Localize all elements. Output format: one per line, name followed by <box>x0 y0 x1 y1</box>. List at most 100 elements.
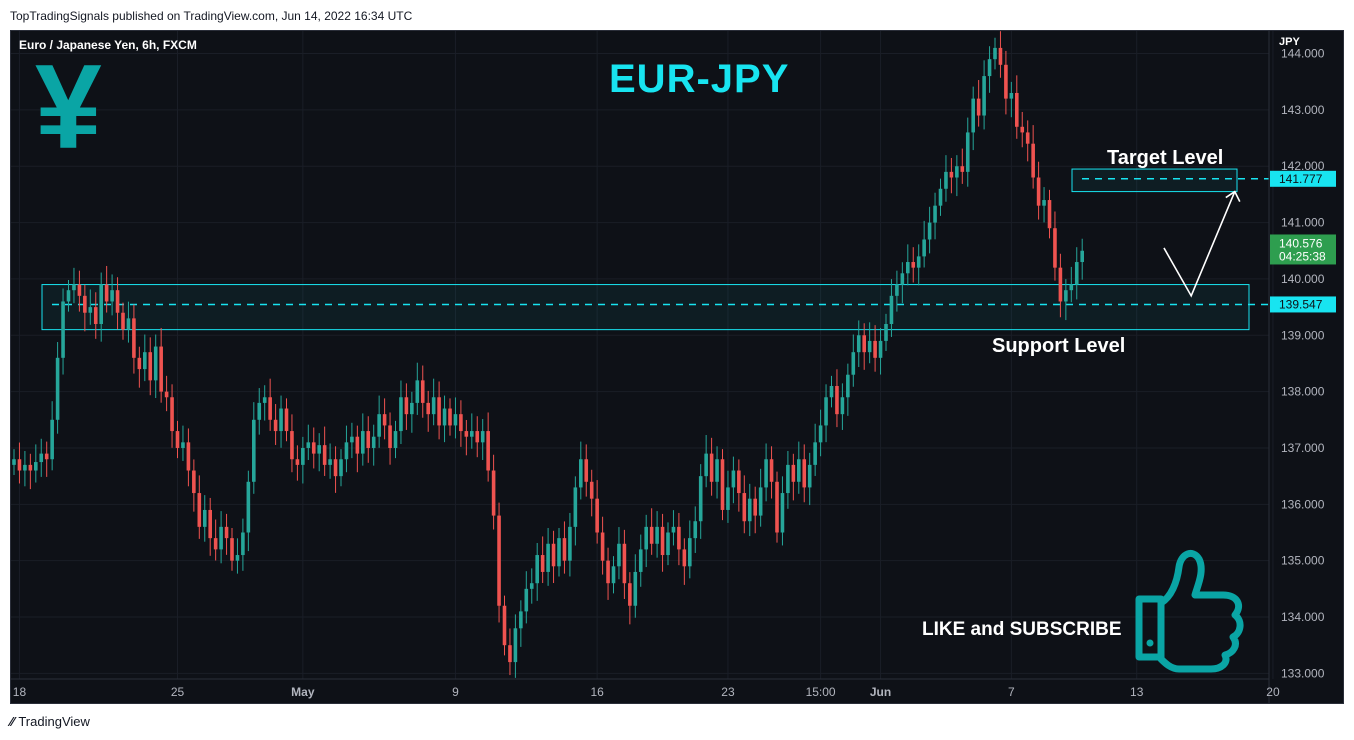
candle-down <box>388 425 392 448</box>
candle-down <box>230 538 234 561</box>
axis-unit-label: JPY <box>1279 36 1300 48</box>
projection-arrowhead <box>1225 190 1241 202</box>
candle-up <box>519 611 523 629</box>
chart-title: EUR-JPY <box>609 57 790 101</box>
candle-up <box>410 402 414 415</box>
candle-up <box>856 335 861 353</box>
candle-up <box>715 459 719 482</box>
candle-up <box>72 284 76 291</box>
chart-frame[interactable]: JPY 133.000 134.000 135.000 136.000 137.000 13… <box>10 30 1344 704</box>
brand-label: TradingView <box>18 714 90 729</box>
candle-up <box>568 526 572 561</box>
candle-up <box>726 487 730 510</box>
last-price-tag <box>1270 234 1336 265</box>
candle-down <box>93 307 98 325</box>
candle-down <box>802 459 807 488</box>
candle-up <box>916 256 921 268</box>
candle-down <box>448 408 452 426</box>
candle-up <box>971 98 975 133</box>
candle-up <box>655 526 659 544</box>
candle-up <box>698 476 703 522</box>
y-tick-label: 144.000 <box>1281 47 1325 61</box>
candle-down <box>164 391 169 398</box>
candle-up <box>99 284 103 325</box>
candle-down <box>311 442 316 454</box>
candle-up <box>153 346 158 381</box>
candle-up <box>829 385 834 398</box>
candle-down <box>1053 228 1057 268</box>
candle-up <box>34 462 38 471</box>
candle-up <box>704 453 708 477</box>
candle-down <box>475 431 480 443</box>
candle-down <box>197 493 202 527</box>
candle-down <box>382 414 387 426</box>
price-chart[interactable]: JPY 133.000 134.000 135.000 136.000 137.000 13… <box>11 31 1343 703</box>
candle-down <box>77 284 82 296</box>
tradingview-logo-icon[interactable]: ⁄⁄ TradingView <box>10 714 90 729</box>
candle-down <box>175 431 180 448</box>
candle-down <box>459 414 463 432</box>
candle-up <box>1064 290 1068 302</box>
candle-down <box>426 402 430 415</box>
x-tick-label: 7 <box>1008 685 1015 699</box>
target-zone <box>1071 168 1238 193</box>
support-level-label: Support Level <box>992 335 1126 357</box>
candle-up <box>579 459 583 488</box>
x-tick-label: Jun <box>870 685 891 699</box>
candle-down <box>589 481 594 499</box>
candle-up <box>393 431 398 448</box>
candle-down <box>273 419 278 432</box>
candle-up <box>758 487 763 516</box>
level-zones <box>41 168 1269 331</box>
candle-down <box>508 645 512 663</box>
candle-up <box>638 549 643 572</box>
candle-up <box>453 414 458 426</box>
candle-down <box>170 397 174 432</box>
candle-down <box>121 312 125 330</box>
x-tick-label: 13 <box>1130 685 1144 699</box>
published-note: TopTradingSignals published on TradingVi… <box>10 9 413 23</box>
x-tick-label: 20 <box>1266 685 1280 699</box>
candle-up <box>202 509 207 527</box>
y-tick-label: 143.000 <box>1281 103 1325 117</box>
candle-up <box>279 408 283 432</box>
last-price-label: 140.576 <box>1279 236 1323 250</box>
candle-up <box>480 431 485 443</box>
candle-down <box>268 397 272 420</box>
candle-down <box>104 284 109 302</box>
candle-up <box>339 459 343 477</box>
candle-down <box>600 532 605 561</box>
candle-up <box>644 526 648 550</box>
candle-up <box>955 166 959 178</box>
candle-up <box>807 464 812 488</box>
candle-down <box>1036 177 1041 206</box>
x-tick-label: 18 <box>13 685 27 699</box>
candle-down <box>709 453 714 482</box>
candle-down <box>355 436 360 454</box>
candles <box>12 31 1084 678</box>
candle-down <box>677 526 681 550</box>
time-axis: 18 25 May 9 16 23 15:00 Jun 7 13 20 <box>11 678 1280 699</box>
thumbs-up-shape <box>1135 550 1244 673</box>
candle-up <box>126 318 131 330</box>
candle-down <box>213 538 218 550</box>
candle-down <box>562 538 567 561</box>
candle-up <box>61 301 65 358</box>
candle-down <box>192 470 196 494</box>
y-tick-label: 134.000 <box>1281 610 1325 624</box>
like-subscribe-label: LIKE and SUBSCRIBE <box>922 619 1122 640</box>
candle-up <box>219 526 223 550</box>
candle-down <box>791 464 796 482</box>
candle-down <box>660 526 665 556</box>
y-tick-label: 135.000 <box>1281 554 1325 568</box>
candle-up <box>350 436 354 443</box>
candle-down <box>606 560 610 584</box>
candle-up <box>611 566 616 584</box>
candle-up <box>344 442 349 460</box>
candle-down <box>862 335 866 353</box>
candle-down <box>148 352 153 381</box>
x-tick-label: 25 <box>171 685 185 699</box>
candle-down <box>998 47 1003 65</box>
candle-up <box>747 498 752 522</box>
candle-down <box>753 498 757 516</box>
